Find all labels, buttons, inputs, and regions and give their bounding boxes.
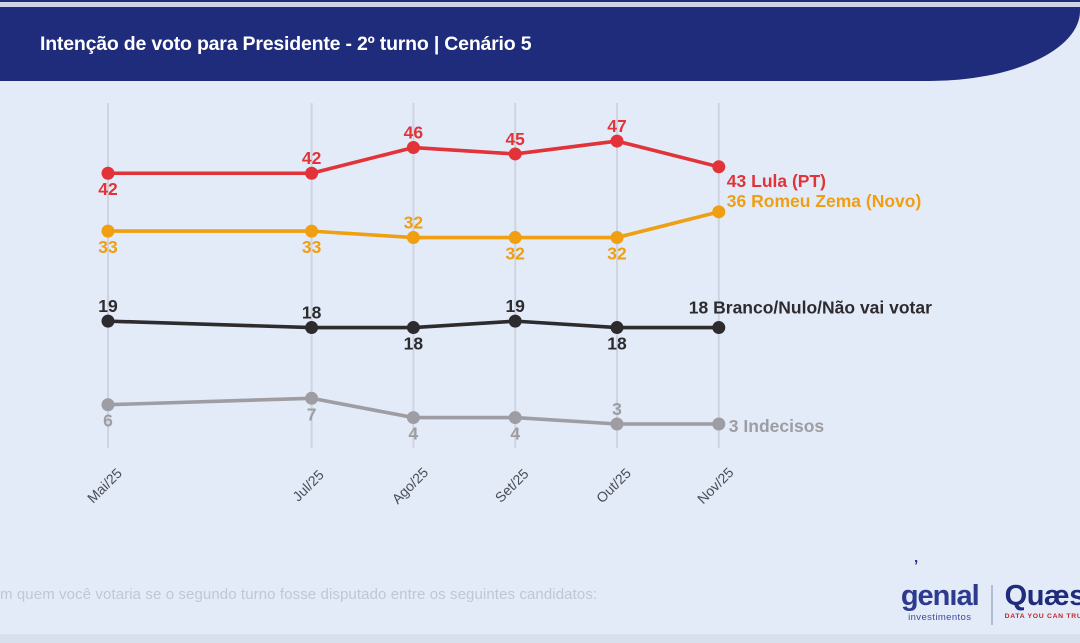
data-point-indecisos	[508, 411, 522, 425]
line-zema	[106, 210, 721, 240]
data-point-branco	[305, 321, 319, 335]
data-point-indecisos	[406, 411, 420, 425]
value-label-zema: 32	[404, 213, 424, 233]
x-axis-label: Out/25	[593, 465, 634, 506]
data-point-zema	[305, 224, 319, 238]
logo-divider	[990, 585, 993, 625]
value-label-zema: 33	[98, 237, 118, 257]
value-label-zema: 32	[505, 244, 525, 264]
value-label-zema: 33	[302, 237, 322, 257]
value-label-lula: 42	[98, 179, 118, 199]
data-point-branco	[406, 321, 420, 335]
x-axis-label: Nov/25	[694, 464, 737, 507]
data-point-indecisos	[305, 391, 319, 405]
bottom-strip	[0, 634, 1080, 643]
data-point-zema	[101, 224, 115, 238]
data-point-branco	[712, 321, 726, 335]
value-label-lula: 46	[404, 123, 424, 143]
survey-question-text: m quem você votaria se o segundo turno f…	[0, 586, 598, 603]
data-point-branco	[101, 314, 115, 328]
genial-tagline: investimentos	[908, 612, 972, 623]
top-border	[0, 0, 1080, 2]
data-point-lula	[305, 166, 319, 180]
value-label-lula: 47	[607, 116, 626, 136]
top-strip	[0, 2, 1080, 7]
x-axis-label: Set/25	[492, 465, 532, 505]
logos: genıal investimentos Quæst DATA YOU CAN …	[901, 582, 1080, 625]
line-branco	[106, 319, 721, 330]
quaest-tagline: DATA YOU CAN TRUST	[1004, 613, 1080, 620]
data-point-indecisos	[610, 417, 624, 431]
data-point-indecisos	[101, 398, 115, 412]
data-point-zema	[508, 231, 522, 245]
value-label-indecisos: 3	[612, 399, 622, 419]
genial-logo: genıal investimentos	[900, 580, 980, 624]
value-label-indecisos: 6	[103, 411, 113, 431]
data-point-branco	[610, 321, 624, 335]
value-label-branco: 18	[607, 334, 627, 354]
line-indecisos	[106, 396, 721, 426]
value-label-branco: 19	[98, 296, 118, 316]
header-banner: Intenção de voto para Presidente - 2º tu…	[0, 7, 1080, 81]
value-label-branco: 19	[505, 296, 525, 316]
value-label-lula: 45	[505, 129, 525, 149]
value-label-branco: 18	[404, 334, 424, 354]
data-point-lula	[610, 134, 624, 148]
data-point-lula	[101, 166, 115, 180]
series-end-label-indecisos: 3 Indecisos	[729, 416, 825, 436]
value-label-indecisos: 4	[409, 424, 419, 444]
x-axis-label: Mai/25	[84, 465, 125, 506]
value-label-indecisos: 7	[307, 404, 317, 424]
series-end-label-zema: 36 Romeu Zema (Novo)	[727, 191, 921, 211]
data-point-lula	[508, 147, 522, 161]
data-point-zema	[610, 231, 624, 245]
x-axis-label: Ago/25	[389, 464, 432, 507]
value-label-indecisos: 4	[510, 424, 520, 444]
quaest-logo-text: Quæst	[1004, 580, 1080, 612]
series-end-label-lula: 43 Lula (PT)	[727, 171, 826, 191]
data-point-indecisos	[712, 417, 726, 431]
data-point-branco	[508, 314, 522, 328]
value-label-zema: 32	[607, 244, 627, 264]
data-point-lula	[406, 141, 420, 155]
value-label-branco: 18	[302, 303, 322, 323]
genial-logo-text: genıal	[900, 580, 980, 612]
value-label-lula: 42	[302, 148, 322, 168]
line-lula	[106, 139, 721, 176]
series-end-label-branco: 18 Branco/Nulo/Não vai votar	[689, 298, 932, 318]
data-point-zema	[712, 205, 726, 219]
x-axis-label: Jul/25	[289, 466, 327, 504]
page-title: Intenção de voto para Presidente - 2º tu…	[40, 32, 532, 55]
data-point-zema	[406, 231, 420, 245]
data-point-lula	[712, 160, 726, 174]
quaest-logo: Quæst DATA YOU CAN TRUST	[1004, 580, 1080, 621]
